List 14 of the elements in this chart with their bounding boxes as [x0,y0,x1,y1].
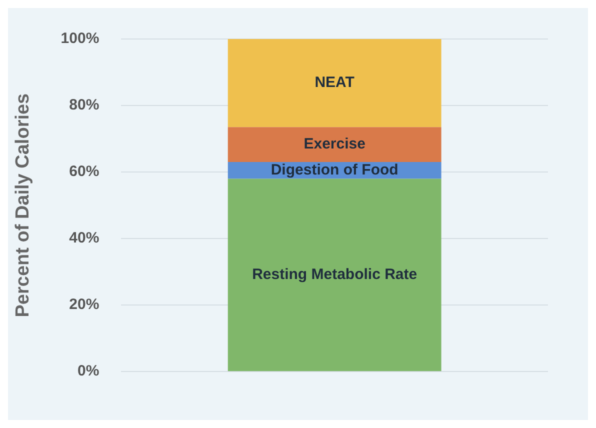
bar [228,178,442,372]
y-tick-label: 60% [69,163,100,180]
series-label: Digestion of Food [270,162,398,179]
y-tick-label: 20% [69,296,100,314]
bar [228,127,442,162]
series-label: Exercise [304,136,366,153]
series-label: NEAT [314,74,354,92]
y-tick-label: 100% [60,30,100,48]
y-tick-label: 0% [77,362,100,380]
y-tick-label: 40% [69,230,100,247]
y-tick-label: 80% [69,96,100,114]
y-axis-title: Percent of Daily Calories [12,93,34,318]
bar [228,39,442,128]
series-label: Resting Metabolic Rate [252,266,418,284]
